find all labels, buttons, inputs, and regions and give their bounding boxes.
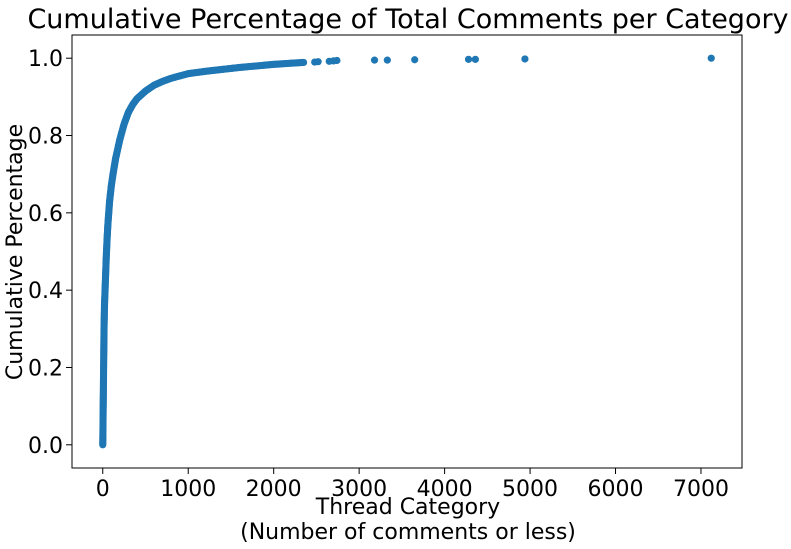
data-point [333,56,341,65]
y-tick-label: 0.2 [28,356,63,381]
y-tick-label: 0.6 [28,202,63,227]
x-tick-label: 7000 [673,477,729,502]
data-point [370,56,379,64]
y-tick-label: 0.4 [28,279,63,304]
plot-area [71,34,743,469]
x-tick-label: 2000 [246,477,302,502]
x-tick-label: 5000 [502,477,558,502]
y-axis-label: Cumulative Percentage [3,124,28,380]
x-axis-label-subtitle: (Number of comments or less) [240,520,576,545]
data-point [314,58,322,66]
data-points [99,54,715,449]
x-axis: 0 1000 2000 3000 4000 5000 6000 7000 [96,468,729,502]
y-tick-label: 1.0 [28,47,63,72]
x-tick-label: 1000 [160,477,216,502]
data-point [411,56,419,64]
data-point [299,58,308,67]
x-tick-label: 3000 [331,477,387,502]
y-tick-label: 0.0 [28,434,63,459]
data-point [707,54,715,62]
data-point [383,56,391,64]
chart-title: Cumulative Percentage of Total Comments … [27,4,788,35]
data-point [471,55,479,63]
data-point [464,55,473,63]
y-tick-label: 0.8 [28,125,63,150]
y-axis: 0.0 0.2 0.4 0.6 0.8 1.0 [28,47,72,459]
data-point [521,55,529,63]
x-axis-label: Thread Category [315,495,500,520]
x-tick-label: 6000 [588,477,644,502]
x-tick-label: 0 [96,477,110,502]
x-tick-label: 4000 [417,477,473,502]
